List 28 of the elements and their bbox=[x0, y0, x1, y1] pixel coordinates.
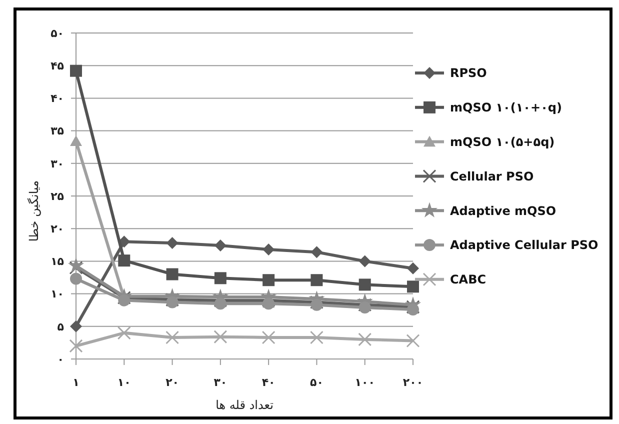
x-tick-label: ۱۰ bbox=[117, 376, 131, 389]
x-axis-title: تعداد قله ها bbox=[216, 398, 274, 412]
x-tick-label: ۳۰ bbox=[214, 376, 228, 389]
legend-label: CABC bbox=[450, 272, 486, 287]
y-tick-label: ۵۰ bbox=[50, 26, 64, 40]
y-tick-label: ۵ bbox=[57, 320, 64, 334]
legend-label: Cellular PSO bbox=[450, 169, 534, 184]
x-tick-label: ۵۰ bbox=[310, 376, 324, 389]
y-tick-label: ۲۵ bbox=[50, 190, 64, 203]
legend-label: mQSO ۱۰(۵+۵q) bbox=[450, 135, 555, 149]
y-tick-label: ۱۰ bbox=[50, 288, 64, 301]
x-tick-label: ۱ bbox=[72, 376, 80, 389]
y-tick-label: ۳۰ bbox=[50, 157, 64, 170]
y-tick-label: ۱۵ bbox=[50, 255, 64, 268]
y-tick-label: ۴۵ bbox=[50, 59, 64, 72]
x-tick-label: ۲۰ bbox=[166, 376, 180, 389]
x-tick-label: ۲۰۰ bbox=[402, 376, 424, 389]
x-tick-label: ۴۰ bbox=[262, 376, 276, 389]
x-tick-label: ۱۰۰ bbox=[354, 376, 375, 389]
y-tick-label: ۴۰ bbox=[50, 92, 64, 106]
y-tick-label: ۳۵ bbox=[50, 124, 64, 138]
legend-label: RPSO bbox=[450, 66, 487, 80]
legend-label: Adaptive Cellular PSO bbox=[450, 238, 598, 252]
y-tick-label: ۰ bbox=[57, 352, 64, 366]
y-axis-title: میانگین خطا bbox=[27, 180, 41, 242]
legend-label: Adaptive mQSO bbox=[450, 204, 556, 218]
y-tick-label: ۲۰ bbox=[50, 222, 64, 236]
legend-label: mQSO ۱۰(۱۰+۰q) bbox=[450, 100, 562, 115]
